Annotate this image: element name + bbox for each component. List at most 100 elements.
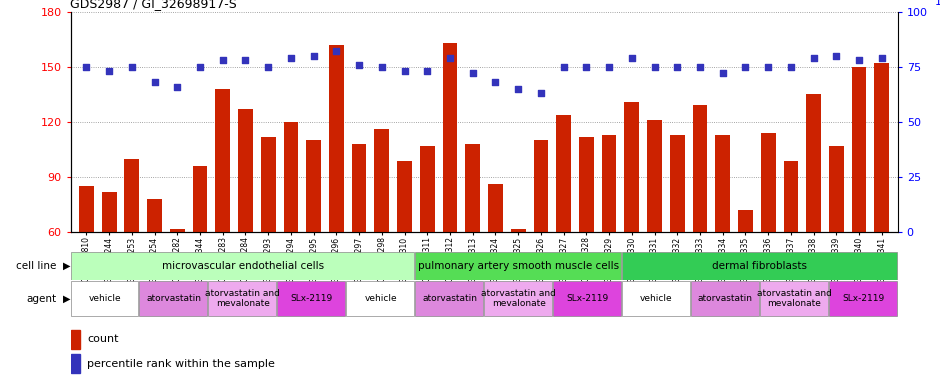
Text: percentile rank within the sample: percentile rank within the sample — [87, 359, 275, 369]
Point — [647, 64, 662, 70]
Bar — [79, 186, 94, 343]
Bar — [484, 281, 552, 316]
Bar — [602, 135, 617, 343]
Bar — [760, 133, 776, 343]
Point — [829, 53, 844, 59]
Bar — [715, 135, 730, 343]
Bar — [124, 159, 139, 343]
Point — [260, 64, 275, 70]
Bar — [624, 102, 639, 343]
Point — [124, 64, 139, 70]
Point — [170, 84, 185, 90]
Text: dermal fibroblasts: dermal fibroblasts — [713, 261, 807, 271]
Text: agent: agent — [26, 293, 56, 304]
Point — [533, 90, 548, 96]
Bar — [622, 252, 897, 280]
Bar — [70, 330, 81, 349]
Point — [284, 55, 299, 61]
Bar — [784, 161, 798, 343]
Point — [147, 79, 162, 85]
Point — [874, 55, 889, 61]
Bar — [415, 281, 483, 316]
Text: pulmonary artery smooth muscle cells: pulmonary artery smooth muscle cells — [418, 261, 619, 271]
Text: vehicle: vehicle — [88, 294, 121, 303]
Point — [420, 68, 435, 74]
Bar — [70, 252, 414, 280]
Bar — [852, 67, 867, 343]
Text: atorvastatin and
mevalonate: atorvastatin and mevalonate — [757, 289, 832, 308]
Point — [783, 64, 798, 70]
Bar — [284, 122, 298, 343]
Bar — [70, 281, 138, 316]
Text: SLx-2119: SLx-2119 — [842, 294, 885, 303]
Text: atorvastatin: atorvastatin — [697, 294, 753, 303]
Point — [238, 57, 253, 63]
Bar — [420, 146, 434, 343]
Text: cell line: cell line — [16, 261, 56, 271]
Point — [102, 68, 117, 74]
Bar — [807, 94, 821, 343]
Point — [807, 55, 822, 61]
Text: atorvastatin: atorvastatin — [147, 294, 201, 303]
Bar — [352, 144, 367, 343]
Bar — [374, 129, 389, 343]
Bar — [346, 281, 414, 316]
Text: 100%: 100% — [935, 0, 940, 7]
Bar — [238, 109, 253, 343]
Point — [465, 70, 480, 76]
Bar — [670, 135, 684, 343]
Text: GDS2987 / GI_32698917-S: GDS2987 / GI_32698917-S — [70, 0, 237, 10]
Bar — [691, 281, 759, 316]
Bar — [579, 137, 594, 343]
Bar — [738, 210, 753, 343]
Text: SLx-2119: SLx-2119 — [567, 294, 608, 303]
Point — [510, 86, 525, 92]
Bar — [277, 281, 345, 316]
Point — [738, 64, 753, 70]
Text: atorvastatin and
mevalonate: atorvastatin and mevalonate — [481, 289, 556, 308]
Point — [352, 61, 367, 68]
Point — [306, 53, 321, 59]
Bar — [170, 228, 184, 343]
Point — [79, 64, 94, 70]
Bar — [647, 120, 662, 343]
Point — [579, 64, 594, 70]
Point — [374, 64, 389, 70]
Point — [193, 64, 208, 70]
Point — [397, 68, 412, 74]
Bar — [260, 137, 275, 343]
Text: vehicle: vehicle — [640, 294, 673, 303]
Bar — [209, 281, 276, 316]
Text: ▶: ▶ — [63, 261, 70, 271]
Point — [215, 57, 230, 63]
Point — [488, 79, 503, 85]
Bar — [306, 140, 321, 343]
Bar — [139, 281, 207, 316]
Bar — [556, 114, 571, 343]
Bar — [443, 43, 458, 343]
Text: SLx-2119: SLx-2119 — [290, 294, 333, 303]
Text: vehicle: vehicle — [365, 294, 397, 303]
Text: count: count — [87, 334, 119, 344]
Bar — [829, 146, 844, 343]
Text: atorvastatin and
mevalonate: atorvastatin and mevalonate — [206, 289, 280, 308]
Bar — [534, 140, 548, 343]
Point — [852, 57, 867, 63]
Bar — [829, 281, 897, 316]
Bar — [622, 281, 690, 316]
Bar — [693, 105, 708, 343]
Bar — [510, 228, 525, 343]
Bar — [70, 354, 81, 373]
Bar — [329, 45, 344, 343]
Bar — [553, 281, 620, 316]
Text: atorvastatin: atorvastatin — [422, 294, 478, 303]
Bar — [398, 161, 412, 343]
Bar — [874, 63, 889, 343]
Bar — [465, 144, 480, 343]
Text: microvascular endothelial cells: microvascular endothelial cells — [162, 261, 324, 271]
Point — [443, 55, 458, 61]
Point — [760, 64, 776, 70]
Point — [669, 64, 684, 70]
Bar — [760, 281, 827, 316]
Point — [329, 48, 344, 55]
